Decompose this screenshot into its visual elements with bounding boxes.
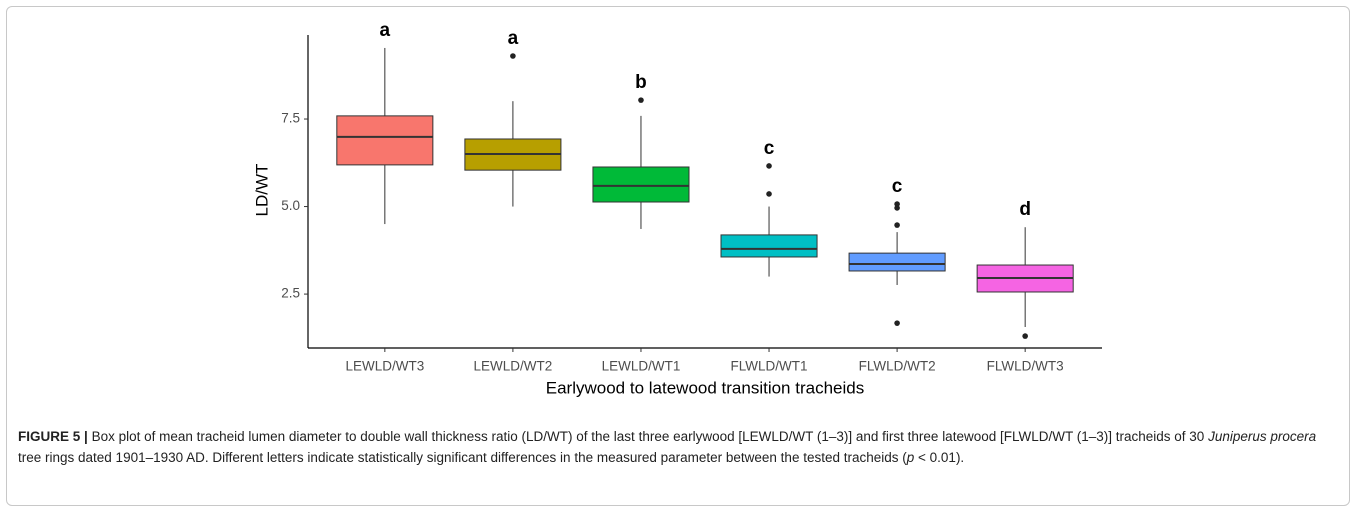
group-letter: b: [635, 72, 647, 93]
y-axis-title: LD/WT: [252, 164, 271, 217]
x-axis-title: Earlywood to latewood transition trachei…: [546, 378, 864, 397]
caption: FIGURE 5 | Box plot of mean tracheid lum…: [18, 426, 1336, 468]
group-letter: c: [892, 176, 903, 197]
x-tick-label: FLWLD/WT2: [859, 359, 936, 374]
caption-text: tree rings dated 1901–1930 AD. Different…: [18, 450, 907, 465]
chart: LD/WT Earlywood to latewood transition t…: [252, 20, 1102, 397]
x-tick-label: FLWLD/WT1: [731, 359, 808, 374]
caption-text: < 0.01).: [914, 450, 965, 465]
caption-species: Juniperus procera: [1208, 429, 1317, 444]
outlier: [638, 97, 644, 103]
outlier: [894, 201, 900, 207]
box: [592, 166, 690, 203]
caption-label: FIGURE 5 |: [18, 429, 88, 444]
caption-text: Box plot of mean tracheid lumen diameter…: [91, 429, 1209, 444]
group-letter: c: [764, 138, 775, 159]
outlier: [510, 53, 516, 59]
x-tick-label: LEWLD/WT1: [602, 359, 681, 374]
box: [336, 115, 434, 166]
outlier: [1022, 333, 1028, 339]
caption-p: p: [906, 450, 915, 465]
x-tick-label: LEWLD/WT2: [474, 359, 553, 374]
box: [720, 234, 818, 258]
y-tick-label: 5.0: [281, 198, 300, 213]
group-letter: a: [508, 28, 519, 49]
outlier: [894, 222, 900, 228]
group-letter: d: [1019, 199, 1031, 220]
group-letter: a: [380, 20, 391, 41]
outlier: [766, 163, 772, 169]
figure-frame: [6, 6, 1350, 506]
outlier: [766, 191, 772, 197]
x-tick-label: FLWLD/WT3: [987, 359, 1064, 374]
outlier: [894, 320, 900, 326]
y-tick-label: 7.5: [281, 111, 300, 126]
outlier: [894, 205, 900, 211]
box: [848, 252, 946, 272]
y-tick-label: 2.5: [281, 286, 300, 301]
x-tick-label: LEWLD/WT3: [345, 359, 424, 374]
